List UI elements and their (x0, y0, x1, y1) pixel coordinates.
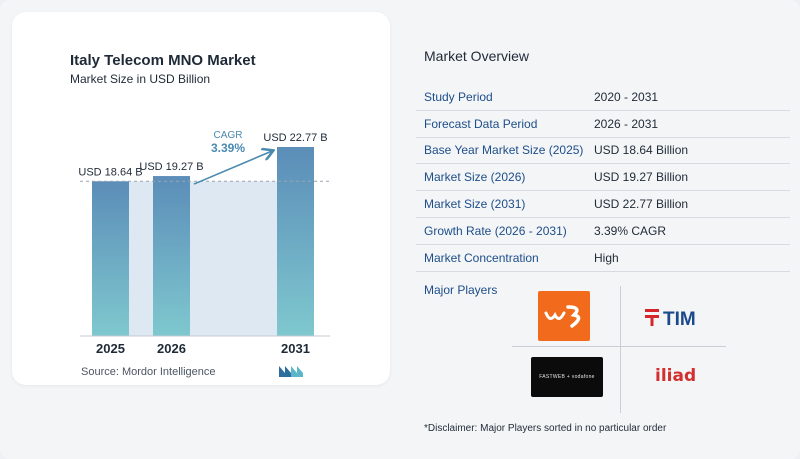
overview-title: Market Overview (424, 48, 530, 64)
bar-2025 (92, 181, 129, 336)
chart-title: Italy Telecom MNO Market (70, 52, 256, 69)
players-grid-divider (512, 346, 726, 347)
source-text: Source: Mordor Intelligence (81, 366, 216, 378)
overview-row-value: USD 18.64 Billion (594, 143, 689, 158)
chart-subtitle: Market Size in USD Billion (70, 72, 211, 86)
w3-logo (538, 291, 590, 341)
overview-row: Study Period 2020 - 2031 (416, 84, 790, 111)
overview-row: Base Year Market Size (2025) USD 18.64 Bi… (416, 138, 790, 165)
overview-row-label: Market Concentration (424, 250, 539, 265)
mordor-logo-icon (279, 366, 303, 377)
cagr-value: 3.39% (211, 141, 245, 155)
x-tick-label-2026: 2026 (157, 341, 186, 356)
overview-row: Market Size (2026) USD 19.27 Billion (416, 164, 790, 192)
value-label-2025: USD 18.64 B (78, 166, 142, 178)
major-players-label: Major Players (424, 283, 498, 297)
tim-logo-text: TIM (663, 309, 696, 328)
overview-row: Forecast Data Period 2026 - 2031 (416, 111, 790, 138)
value-label-2031: USD 22.77 B (263, 132, 327, 144)
overview-row-label: Base Year Market Size (2025) (424, 143, 584, 158)
overview-row-value: 2020 - 2031 (594, 89, 659, 104)
overview-row-value: 3.39% CAGR (594, 223, 667, 238)
fastweb-logo-text: FASTWEB + vodafone (539, 374, 595, 380)
overview-row: Market Size (2031) USD 22.77 Billion (416, 191, 790, 218)
x-tick-label-2031: 2031 (281, 341, 310, 356)
overview-row-label: Forecast Data Period (424, 116, 538, 131)
bar-2031 (277, 147, 314, 336)
overview-row-value: USD 22.77 Billion (594, 197, 689, 212)
overview-row: Growth Rate (2026 - 2031) 3.39% CAGR (416, 218, 790, 245)
overview-table: Study Period 2020 - 2031 Forecast Data Per… (416, 84, 790, 272)
cagr-arrow (193, 151, 272, 185)
overview-row-label: Growth Rate (2026 - 2031) (424, 223, 567, 238)
x-tick-label-2025: 2025 (96, 341, 125, 356)
players-grid-divider (620, 286, 621, 413)
bar-2026 (153, 176, 190, 336)
fastweb-vodafone-logo: FASTWEB + vodafone (531, 357, 603, 397)
overview-row-value: USD 19.27 Billion (594, 170, 689, 185)
overview-row-value: 2026 - 2031 (594, 116, 659, 131)
overview-row-label: Study Period (424, 89, 493, 104)
overview-row-label: Market Size (2026) (424, 170, 526, 185)
overview-row-value: High (594, 250, 619, 265)
tim-logo: TIM (645, 306, 707, 333)
overview-row: Market Concentration High (416, 245, 790, 272)
cagr-label: CAGR (214, 130, 243, 141)
iliad-logo: iliad (655, 366, 697, 386)
disclaimer-text: *Disclaimer: Major Players sorted in no … (424, 423, 667, 434)
value-label-2026: USD 19.27 B (139, 161, 203, 173)
overview-row-label: Market Size (2031) (424, 197, 526, 212)
